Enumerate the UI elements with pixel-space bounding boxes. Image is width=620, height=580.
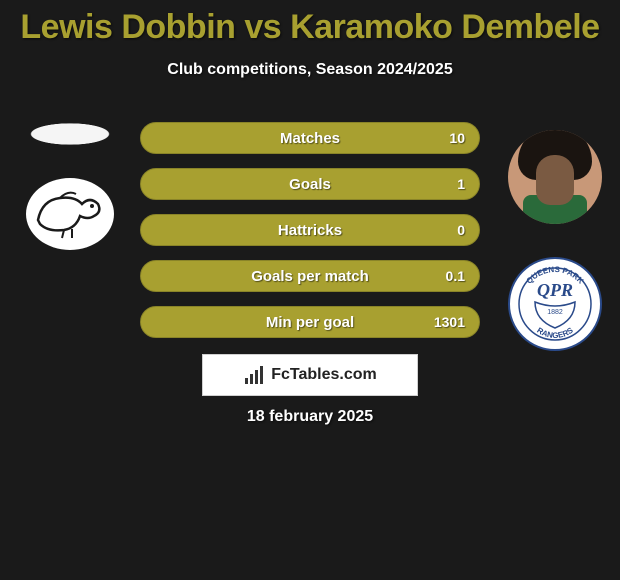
stat-value: 10: [449, 130, 465, 146]
qpr-crest: QUEENS PARK RANGERS QPR 1882: [505, 254, 605, 354]
player2-avatar: [508, 130, 602, 224]
date-line: 18 february 2025: [0, 408, 620, 426]
svg-text:QPR: QPR: [537, 280, 573, 300]
bar-chart-icon: [243, 364, 265, 386]
stat-rows: Matches 10 Goals 1 Hattricks 0 Goals per…: [140, 122, 480, 352]
stat-value: 1: [457, 176, 465, 192]
stat-label: Min per goal: [266, 314, 354, 331]
player1-avatar-placeholder: [15, 116, 125, 152]
left-player-column: [10, 122, 130, 252]
stat-value: 0: [457, 222, 465, 238]
stat-label: Hattricks: [278, 222, 342, 239]
stat-row-min-per-goal: Min per goal 1301: [140, 306, 480, 338]
comparison-title: Lewis Dobbin vs Karamoko Dembele: [0, 0, 620, 47]
stat-label: Goals: [289, 176, 331, 193]
stat-row-goals-per-match: Goals per match 0.1: [140, 260, 480, 292]
stat-row-goals: Goals 1: [140, 168, 480, 200]
stat-label: Goals per match: [251, 268, 369, 285]
brand-text: FcTables.com: [271, 366, 377, 384]
stat-row-matches: Matches 10: [140, 122, 480, 154]
brand-box: FcTables.com: [202, 354, 418, 396]
crest-year: 1882: [547, 309, 563, 316]
stat-row-hattricks: Hattricks 0: [140, 214, 480, 246]
right-player-column: QUEENS PARK RANGERS QPR 1882: [500, 122, 610, 354]
derby-county-crest: [20, 172, 120, 252]
competition-subtitle: Club competitions, Season 2024/2025: [0, 61, 620, 79]
stat-label: Matches: [280, 130, 340, 147]
stat-value: 0.1: [446, 268, 465, 284]
stat-value: 1301: [434, 314, 465, 330]
